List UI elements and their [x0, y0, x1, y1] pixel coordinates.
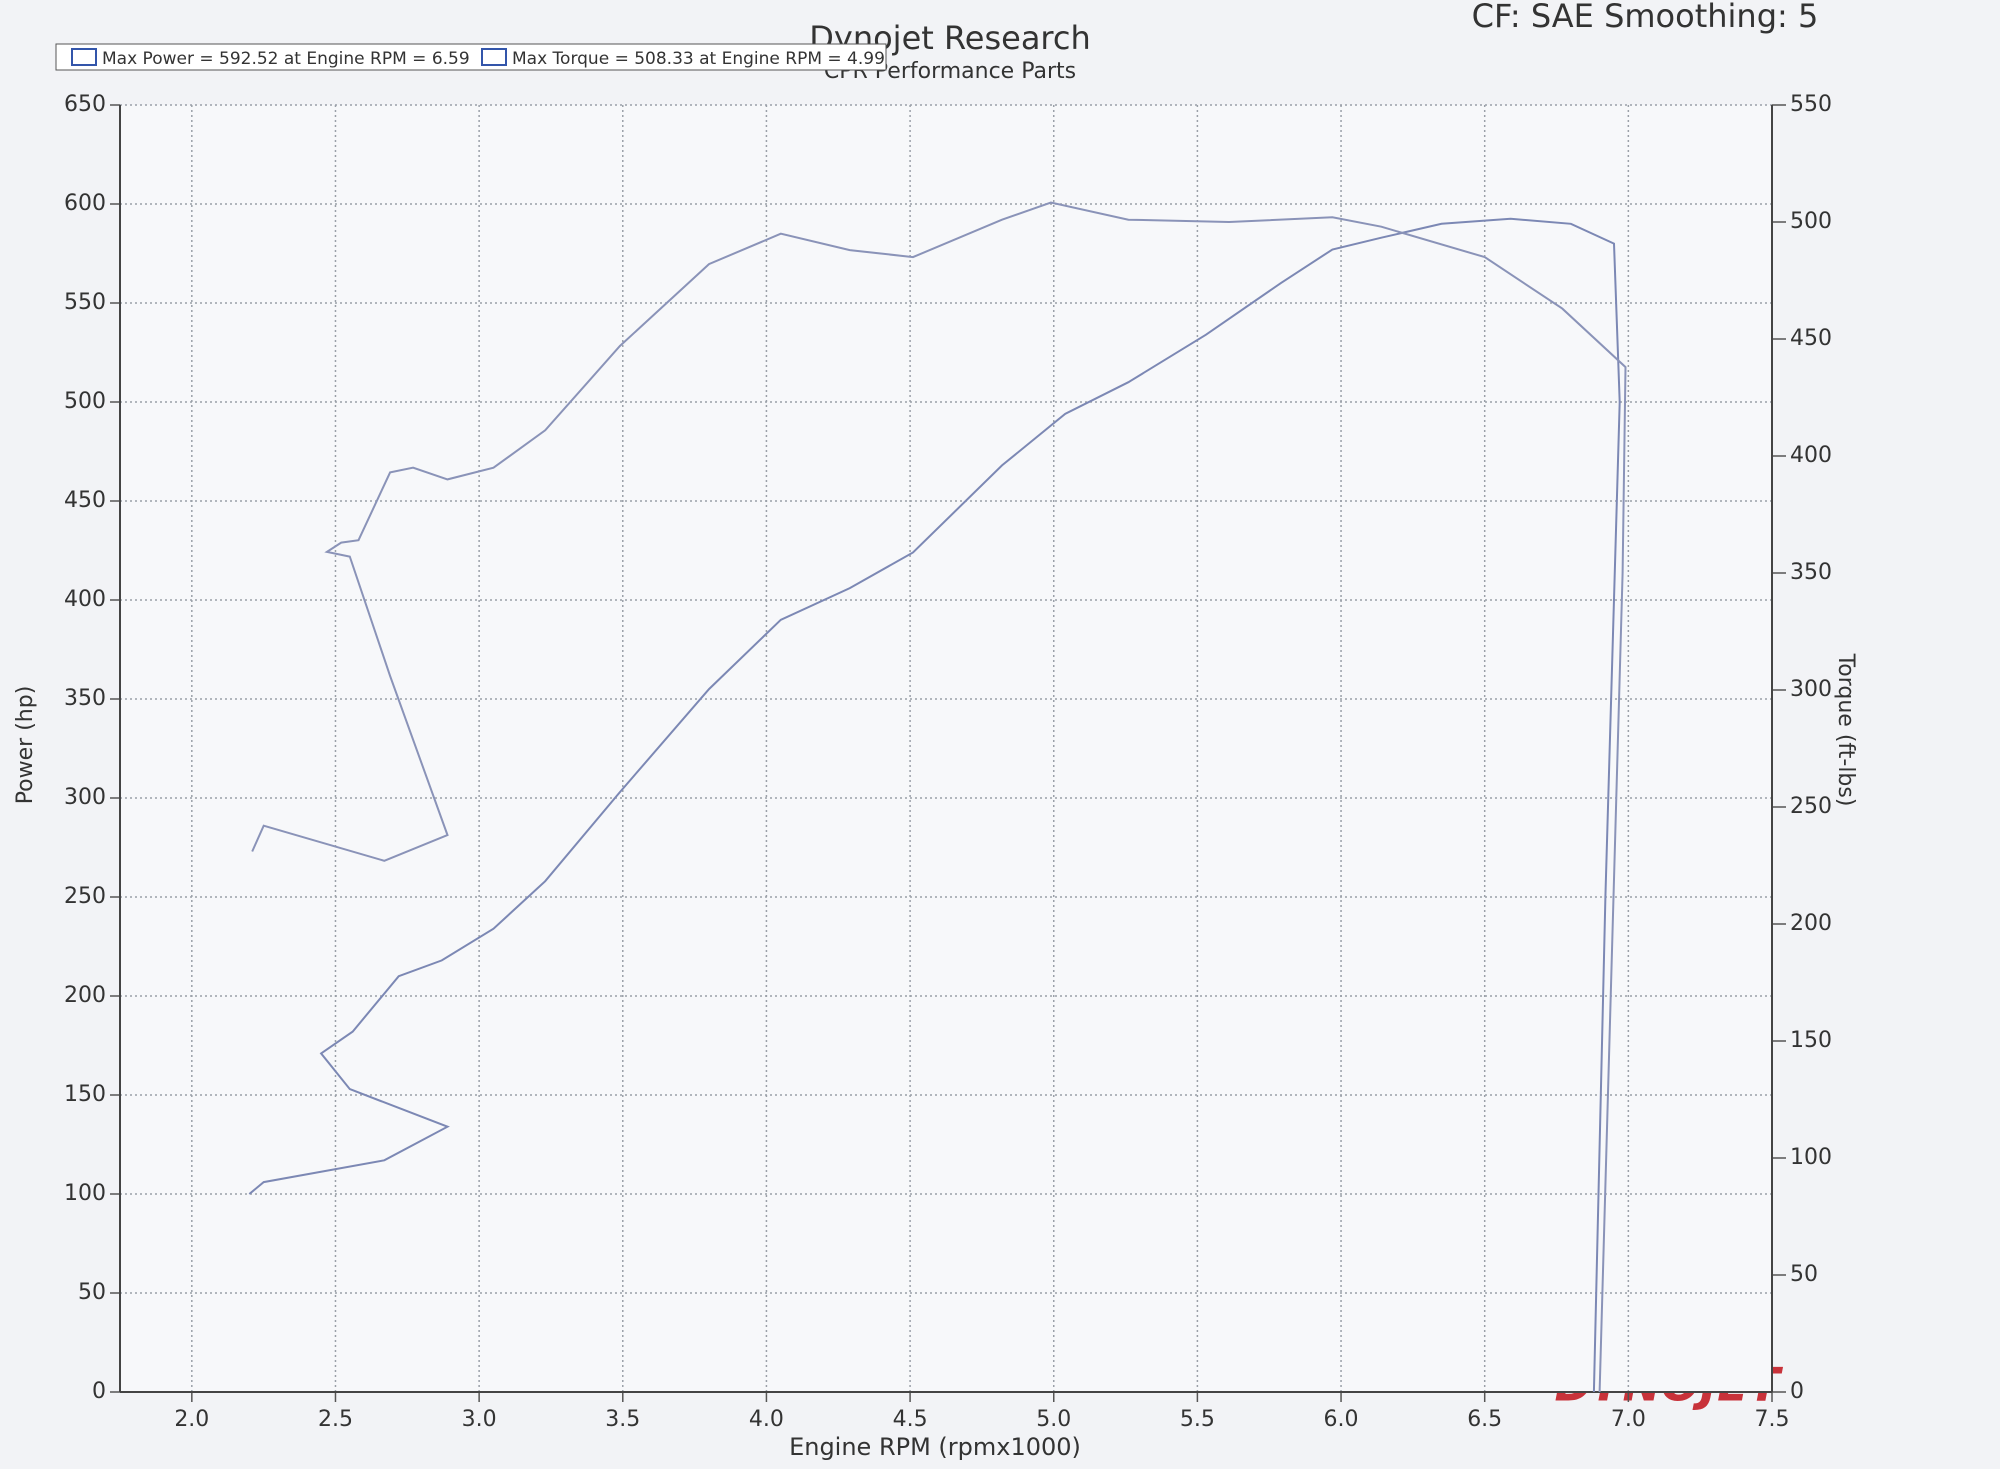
- data-line: [248, 217, 1621, 1393]
- y2-tick-label: 0: [1790, 1379, 1804, 1404]
- y-axis-label: Power (hp): [13, 686, 38, 805]
- y-tick-label: 50: [78, 1280, 106, 1305]
- x-tick-label: 4.5: [893, 1407, 928, 1432]
- y2-tick-label: 500: [1790, 209, 1832, 234]
- x-tick-label: 7.5: [1755, 1407, 1790, 1432]
- y-tick-label: 550: [64, 290, 106, 315]
- corner-note: CF: SAE Smoothing: 5: [1472, 0, 1819, 35]
- y2-tick-label: 350: [1790, 560, 1832, 585]
- x-tick-label: 6.0: [1324, 1407, 1359, 1432]
- y-tick-label: 650: [64, 92, 106, 117]
- y-tick-label: 350: [64, 686, 106, 711]
- y2-tick-label: 400: [1790, 443, 1832, 468]
- y-tick-label: 400: [64, 587, 106, 612]
- x-tick-label: 6.5: [1467, 1407, 1502, 1432]
- y-tick-label: 150: [64, 1082, 106, 1107]
- y2-tick-label: 450: [1790, 326, 1832, 351]
- x-tick-label: 5.0: [1036, 1407, 1071, 1432]
- y-tick-label: 450: [64, 488, 106, 513]
- y-tick-label: 300: [64, 785, 106, 810]
- y2-tick-label: 150: [1790, 1028, 1832, 1053]
- y2-tick-label: 300: [1790, 677, 1832, 702]
- y2-tick-label: 200: [1790, 911, 1832, 936]
- y-tick-label: 600: [64, 191, 106, 216]
- x-tick-label: 7.0: [1611, 1407, 1646, 1432]
- legend-entry: Max Torque = 508.33 at Engine RPM = 4.99: [512, 49, 885, 69]
- legend-entry: Max Power = 592.52 at Engine RPM = 6.59: [102, 49, 470, 69]
- y2-axis-label: Torque (ft-lbs): [1833, 653, 1858, 807]
- plot-area: [120, 105, 1772, 1392]
- y-tick-label: 500: [64, 389, 106, 414]
- y-tick-label: 100: [64, 1181, 106, 1206]
- x-tick-label: 4.0: [749, 1407, 784, 1432]
- x-tick-label: 3.5: [605, 1407, 640, 1432]
- legend-swatch: [71, 48, 97, 66]
- y-tick-label: 200: [64, 983, 106, 1008]
- y-tick-label: 250: [64, 884, 106, 909]
- x-tick-label: 2.5: [318, 1407, 353, 1432]
- x-tick-label: 5.5: [1180, 1407, 1215, 1432]
- x-axis-label: Engine RPM (rpmx1000): [789, 1433, 1081, 1461]
- y2-tick-label: 550: [1790, 92, 1832, 117]
- x-tick-label: 3.0: [462, 1407, 497, 1432]
- y2-tick-label: 100: [1790, 1145, 1832, 1170]
- y-tick-label: 0: [92, 1379, 106, 1404]
- x-tick-label: 2.0: [174, 1407, 209, 1432]
- legend-swatch: [481, 48, 507, 66]
- data-line: [251, 201, 1627, 1393]
- legend-box: [55, 43, 887, 71]
- y2-tick-label: 50: [1790, 1262, 1818, 1287]
- y2-tick-label: 250: [1790, 794, 1832, 819]
